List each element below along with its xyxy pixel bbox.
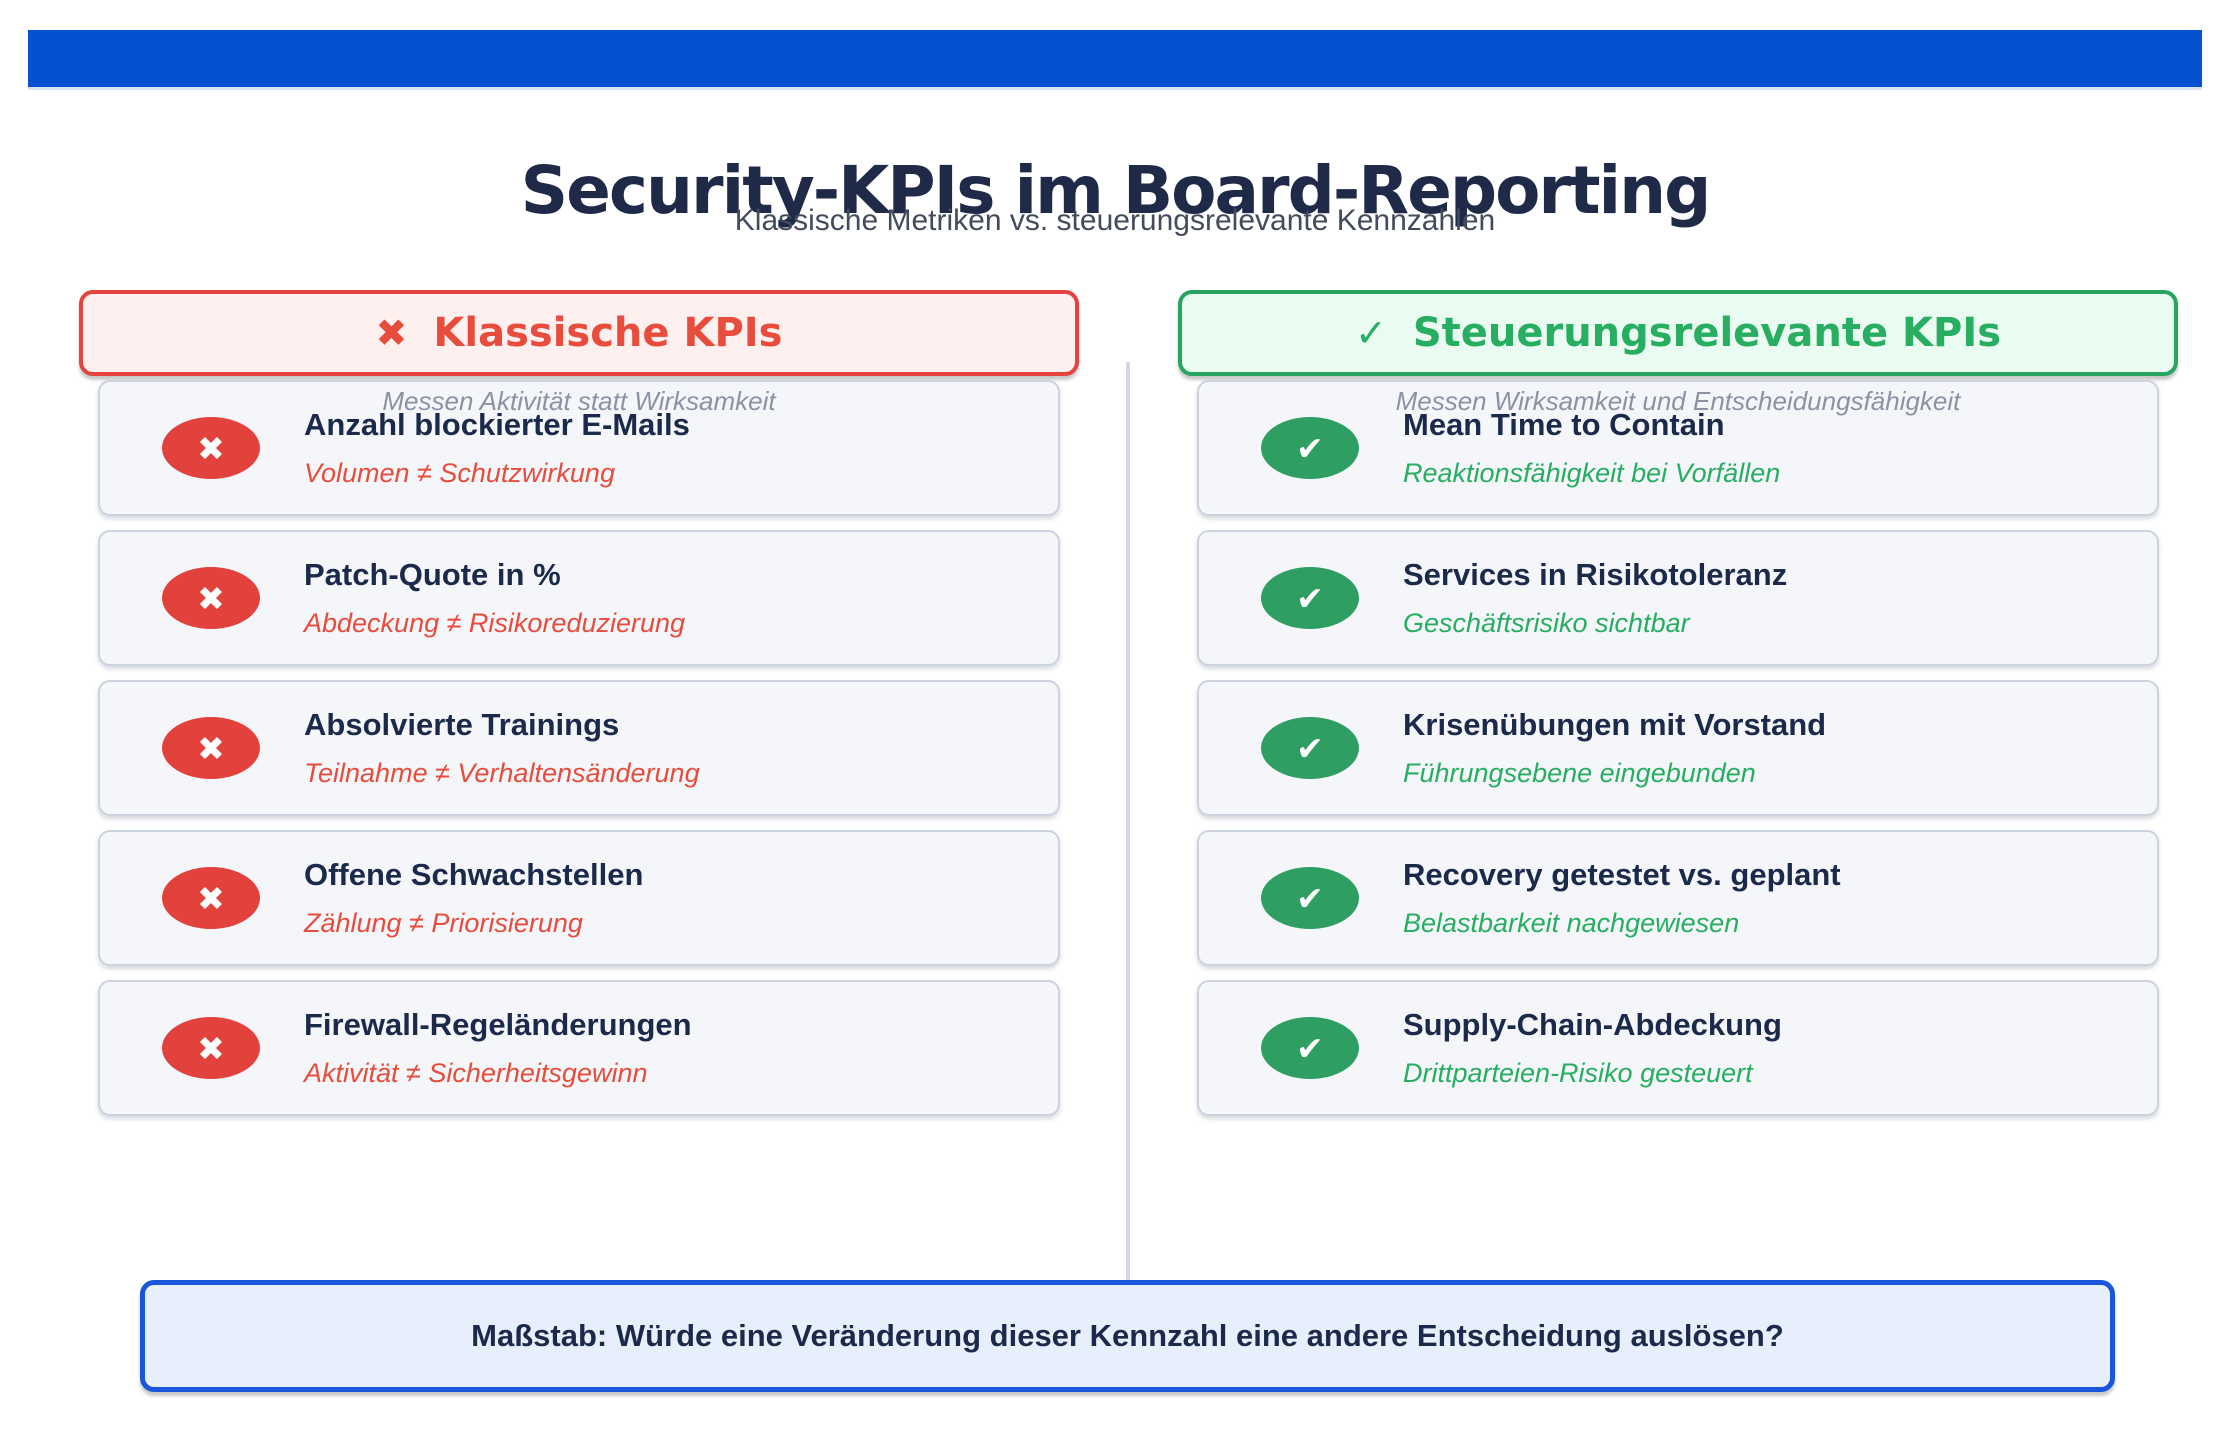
check-badge-icon: ✔ xyxy=(1261,717,1359,779)
kpi-card: ✖ Anzahl blockierter E-Mails Volumen ≠ S… xyxy=(98,380,1060,516)
card-text: Services in Risikotoleranz Geschäftsrisi… xyxy=(1403,557,1787,639)
column-divider xyxy=(1126,362,1130,1280)
top-accent-bar xyxy=(28,30,2202,87)
kpi-title: Offene Schwachstellen xyxy=(304,857,644,892)
kpi-card: ✖ Offene Schwachstellen Zählung ≠ Priori… xyxy=(98,830,1060,966)
kpi-note: Belastbarkeit nachgewiesen xyxy=(1403,908,1740,938)
kpi-note: Teilnahme ≠ Verhaltensänderung xyxy=(304,758,700,788)
footer-text: Maßstab: Würde eine Veränderung dieser K… xyxy=(471,1318,1784,1353)
kpi-note: Zählung ≠ Priorisierung xyxy=(304,908,583,938)
kpi-note: Drittparteien-Risiko gesteuert xyxy=(1403,1058,1753,1088)
x-badge-icon: ✖ xyxy=(162,567,260,629)
card-text: Absolvierte Trainings Teilnahme ≠ Verhal… xyxy=(304,707,700,789)
kpi-card: ✖ Absolvierte Trainings Teilnahme ≠ Verh… xyxy=(98,680,1060,816)
kpi-card: ✔ Supply-Chain-Abdeckung Drittparteien-R… xyxy=(1197,980,2159,1116)
column-klassische-kpis: ✖ Klassische KPIs Messen Aktivität statt… xyxy=(79,290,1079,1116)
card-text: Supply-Chain-Abdeckung Drittparteien-Ris… xyxy=(1403,1007,1782,1089)
check-badge-icon: ✔ xyxy=(1261,1017,1359,1079)
column-header-label: Steuerungsrelevante KPIs xyxy=(1412,310,2002,356)
kpi-title: Supply-Chain-Abdeckung xyxy=(1403,1007,1782,1042)
card-text: Anzahl blockierter E-Mails Volumen ≠ Sch… xyxy=(304,407,690,489)
kpi-title: Krisenübungen mit Vorstand xyxy=(1403,707,1827,742)
check-badge-icon: ✔ xyxy=(1261,417,1359,479)
check-badge-icon: ✔ xyxy=(1261,567,1359,629)
x-badge-icon: ✖ xyxy=(162,717,260,779)
kpi-card: ✔ Mean Time to Contain Reaktionsfähigkei… xyxy=(1197,380,2159,516)
page-subtitle: Klassische Metriken vs. steuerungsreleva… xyxy=(734,204,1496,237)
kpi-comparison: ✖ Klassische KPIs Messen Aktivität statt… xyxy=(79,290,2178,1116)
kpi-note: Führungsebene eingebunden xyxy=(1403,758,1756,788)
column-steuerungsrelevante-kpis: ✓ Steuerungsrelevante KPIs Messen Wirksa… xyxy=(1178,290,2178,1116)
check-badge-icon: ✔ xyxy=(1261,867,1359,929)
column-header-klassische: ✖ Klassische KPIs xyxy=(79,290,1079,376)
card-list: ✔ Mean Time to Contain Reaktionsfähigkei… xyxy=(1197,380,2159,1116)
card-text: Patch-Quote in % Abdeckung ≠ Risikoreduz… xyxy=(304,557,685,639)
x-badge-icon: ✖ xyxy=(162,1017,260,1079)
x-badge-icon: ✖ xyxy=(162,867,260,929)
kpi-card: ✖ Firewall-Regeländerungen Aktivität ≠ S… xyxy=(98,980,1060,1116)
kpi-title: Services in Risikotoleranz xyxy=(1403,557,1788,592)
x-icon: ✖ xyxy=(375,311,408,355)
kpi-card: ✔ Recovery getestet vs. geplant Belastba… xyxy=(1197,830,2159,966)
kpi-title: Recovery getestet vs. geplant xyxy=(1403,857,1841,892)
column-header-label: Klassische KPIs xyxy=(433,310,783,356)
kpi-card: ✔ Services in Risikotoleranz Geschäftsri… xyxy=(1197,530,2159,666)
kpi-note: Abdeckung ≠ Risikoreduzierung xyxy=(304,608,686,638)
kpi-title: Patch-Quote in % xyxy=(304,557,561,592)
card-text: Krisenübungen mit Vorstand Führungsebene… xyxy=(1403,707,1826,789)
kpi-card: ✔ Krisenübungen mit Vorstand Führungsebe… xyxy=(1197,680,2159,816)
column-header-steuerungsrelevante: ✓ Steuerungsrelevante KPIs xyxy=(1178,290,2178,376)
kpi-title: Firewall-Regeländerungen xyxy=(304,1007,692,1042)
column-caption: Messen Wirksamkeit und Entscheidungsfähi… xyxy=(1395,386,1961,416)
card-text: Offene Schwachstellen Zählung ≠ Priorisi… xyxy=(304,857,643,939)
kpi-note: Reaktionsfähigkeit bei Vorfällen xyxy=(1403,458,1781,488)
card-text: Mean Time to Contain Reaktionsfähigkeit … xyxy=(1403,407,1780,489)
check-icon: ✓ xyxy=(1354,311,1387,355)
card-list: ✖ Anzahl blockierter E-Mails Volumen ≠ S… xyxy=(98,380,1060,1116)
kpi-card: ✖ Patch-Quote in % Abdeckung ≠ Risikored… xyxy=(98,530,1060,666)
kpi-title: Anzahl blockierter E-Mails xyxy=(304,407,690,442)
kpi-title: Mean Time to Contain xyxy=(1403,407,1725,442)
x-badge-icon: ✖ xyxy=(162,417,260,479)
kpi-note: Geschäftsrisiko sichtbar xyxy=(1403,608,1690,638)
page-title: Security-KPIs im Board-Reporting xyxy=(520,152,1712,230)
card-text: Recovery getestet vs. geplant Belastbark… xyxy=(1403,857,1841,939)
column-caption: Messen Aktivität statt Wirksamkeit xyxy=(382,386,776,416)
footer-callout: Maßstab: Würde eine Veränderung dieser K… xyxy=(140,1280,2115,1392)
kpi-title: Absolvierte Trainings xyxy=(304,707,620,742)
card-text: Firewall-Regeländerungen Aktivität ≠ Sic… xyxy=(304,1007,692,1089)
kpi-note: Volumen ≠ Schutzwirkung xyxy=(304,458,615,488)
kpi-note: Aktivität ≠ Sicherheitsgewinn xyxy=(304,1058,648,1088)
